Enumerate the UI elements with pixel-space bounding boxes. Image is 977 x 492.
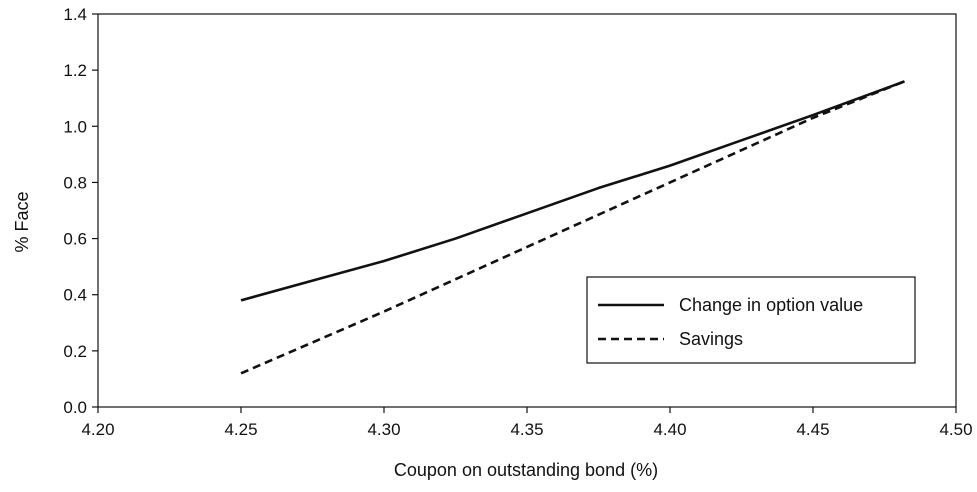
y-tick-label: 0.6 <box>63 230 87 249</box>
legend-box <box>586 276 916 364</box>
x-tick-label: 4.40 <box>653 420 686 439</box>
y-tick-label: 1.4 <box>63 5 87 24</box>
x-axis-title: Coupon on outstanding bond (%) <box>394 460 658 480</box>
y-tick-label: 0.4 <box>63 286 87 305</box>
x-tick-label: 4.25 <box>224 420 257 439</box>
x-tick-label: 4.45 <box>796 420 829 439</box>
ticks: 0.0 0.2 0.4 0.6 0.8 1.0 1.2 1.4 4.20 4.25 4.30 4.35… <box>63 5 972 439</box>
legend-label-savings: Savings <box>679 329 743 349</box>
series-line-savings <box>240 80 906 375</box>
y-tick-label: 0.8 <box>63 173 87 192</box>
x-tick-label: 4.20 <box>81 420 114 439</box>
y-tick-label: 1.0 <box>63 117 87 136</box>
x-tick-label: 4.30 <box>367 420 400 439</box>
y-axis-title: % Face <box>12 191 32 252</box>
y-tick-label: 0.2 <box>63 342 87 361</box>
series-lines <box>240 80 906 375</box>
x-tick-label: 4.50 <box>939 420 972 439</box>
legend-label-change-in-option-value: Change in option value <box>679 295 863 315</box>
legend: Change in option value Savings <box>586 276 916 364</box>
y-tick-label: 1.2 <box>63 61 87 80</box>
y-tick-label: 0.0 <box>63 398 87 417</box>
x-tick-label: 4.35 <box>510 420 543 439</box>
series-line-change-in-option-value <box>240 80 905 302</box>
